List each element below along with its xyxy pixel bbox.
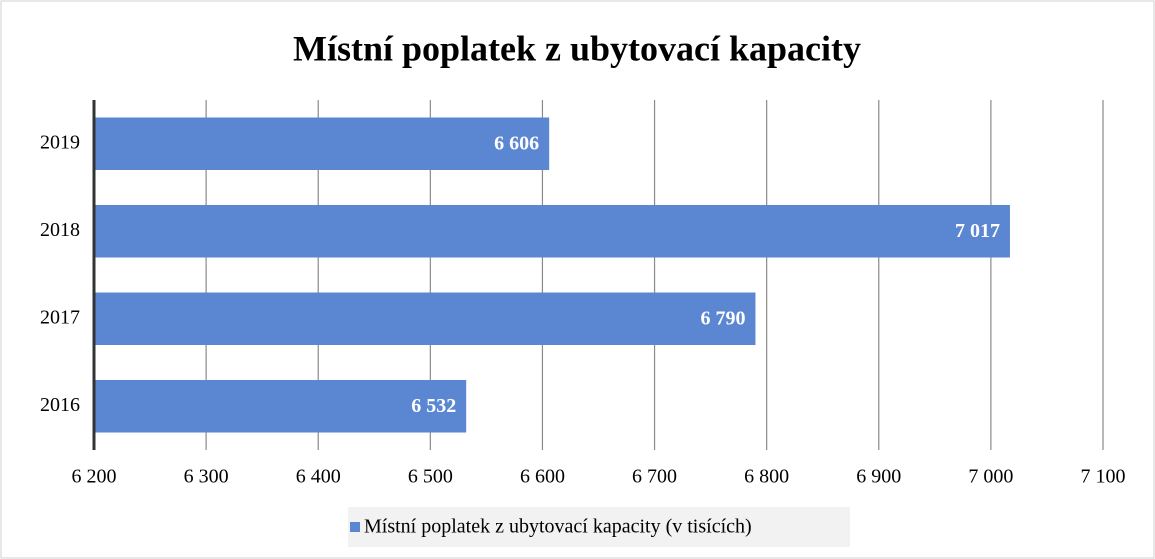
- x-tick-label: 6 300: [184, 466, 229, 488]
- bar: [94, 117, 550, 170]
- data-label: 6 532: [411, 395, 456, 417]
- legend-label: Místní poplatek z ubytovací kapacity (v …: [364, 516, 752, 538]
- y-tick-label: 2016: [40, 394, 80, 416]
- x-tick-label: 6 200: [72, 466, 117, 488]
- y-tick-label: 2017: [40, 306, 80, 328]
- x-tick-label: 7 000: [968, 466, 1013, 488]
- bar: [94, 292, 756, 345]
- x-tick-label: 6 400: [296, 466, 341, 488]
- y-tick-label: 2018: [40, 219, 80, 241]
- chart-title: Místní poplatek z ubytovací kapacity: [293, 28, 861, 68]
- x-tick-label: 6 500: [408, 466, 453, 488]
- data-label: 6 790: [700, 307, 745, 329]
- x-tick-label: 6 600: [520, 466, 565, 488]
- x-tick-label: 6 900: [856, 466, 901, 488]
- y-tick-label: 2019: [40, 131, 80, 153]
- x-tick-label: 7 100: [1081, 466, 1126, 488]
- bar: [94, 380, 467, 433]
- x-tick-label: 6 700: [632, 466, 677, 488]
- x-tick-label: 6 800: [744, 466, 789, 488]
- bar: [94, 205, 1010, 258]
- data-label: 6 606: [494, 132, 539, 154]
- data-label: 7 017: [955, 220, 1000, 242]
- legend-swatch: [350, 522, 360, 532]
- legend-background: [348, 507, 850, 547]
